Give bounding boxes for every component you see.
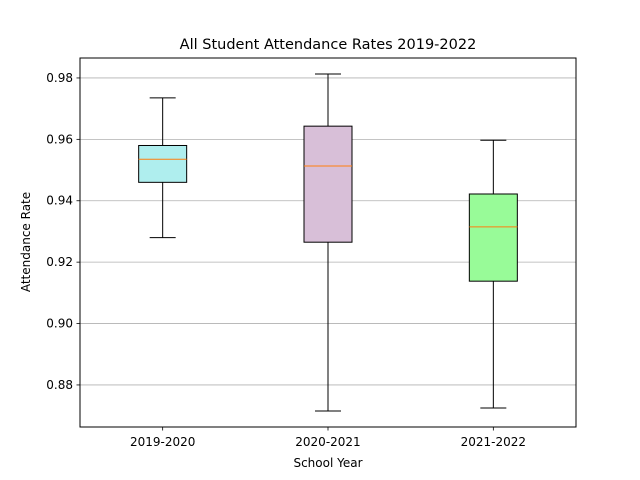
y-tick-label: 0.94 (46, 194, 73, 208)
iqr-box (468, 193, 518, 282)
x-tick-label: 2019-2020 (130, 435, 195, 449)
y-tick-label: 0.98 (46, 71, 73, 85)
iqr-box (138, 144, 188, 183)
y-axis: 0.88 0.90 0.92 0.94 0.96 0.98 (46, 71, 80, 392)
box-2020-2021 (303, 73, 353, 412)
boxes (138, 73, 518, 412)
iqr-box (303, 125, 353, 243)
y-tick-label: 0.88 (46, 378, 73, 392)
x-axis-label: School Year (293, 456, 362, 470)
x-axis: 2019-2020 2020-2021 2021-2022 (130, 427, 526, 449)
box-2021-2022 (468, 139, 518, 409)
x-tick-label: 2021-2022 (461, 435, 526, 449)
y-tick-label: 0.96 (46, 132, 73, 146)
x-tick-label: 2020-2021 (295, 435, 360, 449)
box-2019-2020 (138, 97, 188, 239)
y-tick-label: 0.90 (46, 317, 73, 331)
y-axis-label: Attendance Rate (19, 192, 33, 292)
y-tick-label: 0.92 (46, 255, 73, 269)
chart-title: All Student Attendance Rates 2019-2022 (180, 37, 477, 53)
